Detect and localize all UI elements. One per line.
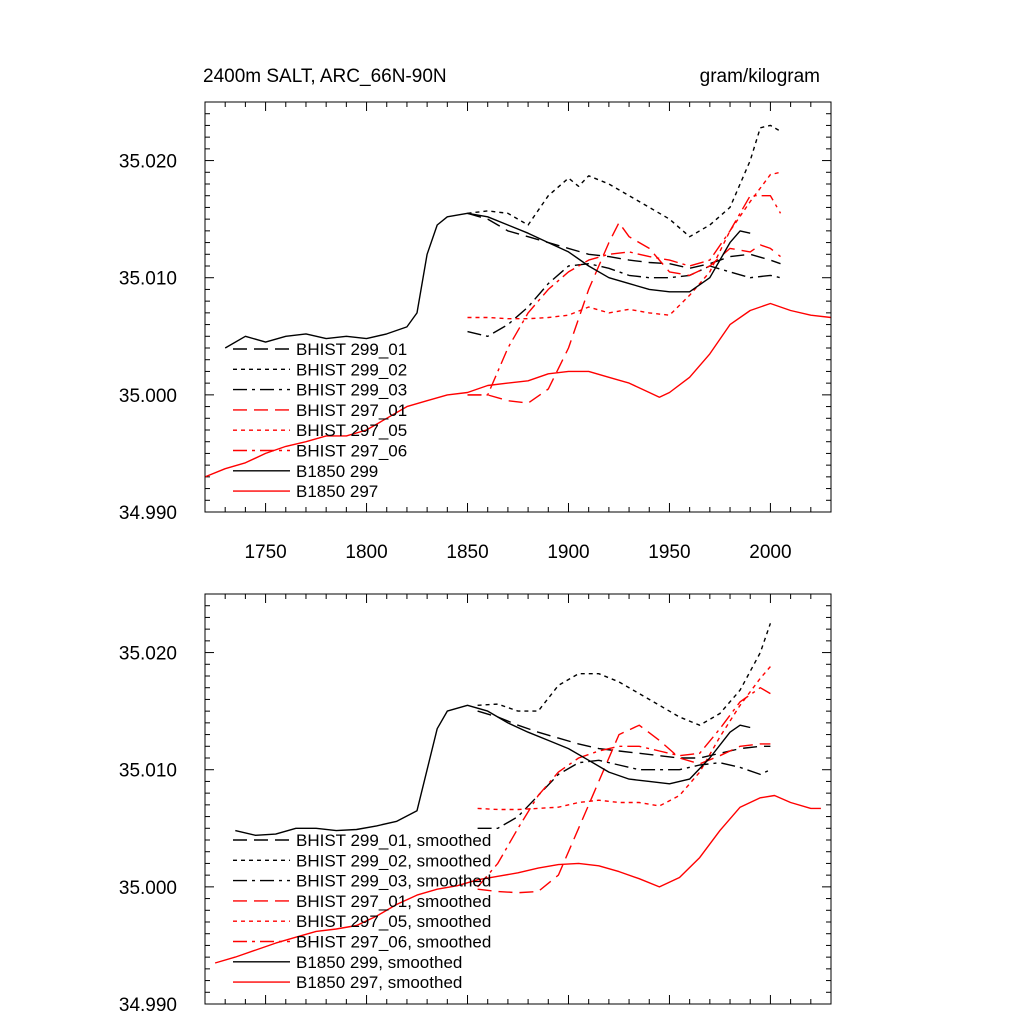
series-group: [204, 124, 832, 478]
raw-panel: 2400m SALT, ARC_66N-90N gram/kilogram 34…: [119, 66, 832, 563]
x-tick-label: 1900: [547, 542, 589, 563]
series-line: [477, 623, 772, 726]
legend-label: BHIST 299_03, smoothed: [296, 872, 491, 891]
x-tick-label: 2000: [749, 542, 791, 563]
x-tick-label: 1950: [648, 542, 690, 563]
y-tick-label: 35.000: [119, 878, 177, 899]
series-line: [235, 704, 751, 836]
series-line: [467, 222, 781, 404]
series-line: [477, 687, 771, 888]
series-line: [477, 666, 771, 811]
x-tick-label: 1750: [244, 542, 286, 563]
legend-label: BHIST 299_01, smoothed: [296, 831, 491, 850]
legend-label: B1850 299: [296, 462, 378, 481]
legend-label: BHIST 297_01, smoothed: [296, 892, 491, 911]
series-line: [467, 171, 781, 320]
y-tick-labels: 34.990 35.000 35.010 35.020: [119, 644, 177, 1016]
panel-units-title: gram/kilogram: [700, 66, 820, 87]
y-tick-label: 34.990: [119, 995, 177, 1016]
legend-label: BHIST 297_06: [296, 442, 407, 461]
legend-label: BHIST 297_05, smoothed: [296, 912, 491, 931]
y-tick-label: 35.020: [119, 152, 177, 173]
legend-label: BHIST 299_02: [296, 360, 407, 379]
x-tick-label: 1850: [446, 542, 488, 563]
series-line: [204, 302, 832, 478]
legend-label: BHIST 297_05: [296, 421, 407, 440]
y-tick-label: 35.010: [119, 761, 177, 782]
y-tick-label: 35.000: [119, 386, 177, 407]
series-line: [467, 124, 781, 238]
smoothed-panel: 34.990 35.000 35.010 35.020 BHIST 299_01, s…: [119, 593, 832, 1016]
series-line: [224, 212, 751, 349]
legend-label: BHIST 297_06, smoothed: [296, 933, 491, 952]
series-line: [467, 263, 781, 337]
series-line: [477, 724, 771, 894]
x-tick-labels: 1750 1800 1850 1900 1950 2000: [244, 542, 791, 563]
legend-label: B1850 299, smoothed: [296, 953, 462, 972]
legend-label: BHIST 299_01: [296, 340, 407, 359]
y-tick-labels: 34.990 35.000 35.010 35.020: [119, 152, 177, 524]
series-line: [214, 794, 821, 964]
series-line: [477, 759, 771, 829]
y-tick-label: 34.990: [119, 503, 177, 524]
y-tick-label: 35.010: [119, 269, 177, 290]
series-group: [214, 623, 821, 964]
legend-label: BHIST 297_01: [296, 401, 407, 420]
plot-frame: [204, 593, 832, 1005]
plot-frame: [204, 101, 832, 513]
series-line: [467, 212, 781, 269]
legend-label: BHIST 299_02, smoothed: [296, 851, 491, 870]
y-tick-label: 35.020: [119, 644, 177, 665]
legend-label: B1850 297, smoothed: [296, 973, 462, 992]
legend-label: BHIST 299_03: [296, 381, 407, 400]
panel-left-title: 2400m SALT, ARC_66N-90N: [203, 66, 447, 87]
legend-label: B1850 297: [296, 482, 378, 501]
x-tick-label: 1800: [345, 542, 387, 563]
